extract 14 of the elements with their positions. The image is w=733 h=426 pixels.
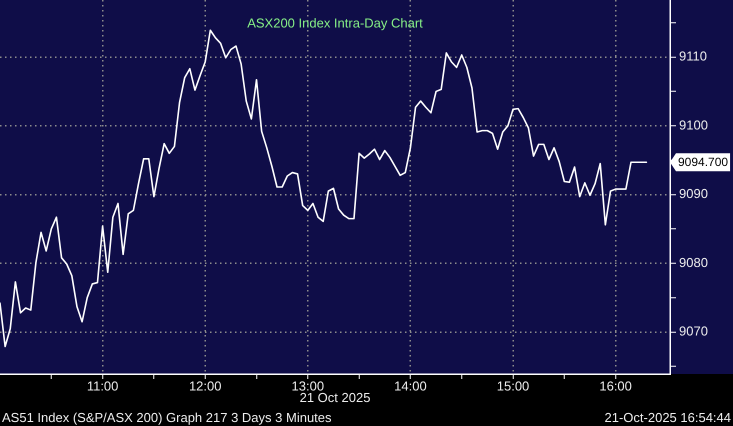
x-tick-label: 11:00 [86,378,118,394]
x-tick-label: 14:00 [394,378,427,394]
x-tick-label: 12:00 [188,378,222,394]
x-tick-label: 16:00 [599,378,632,394]
text: AS51 Index (S&P/ASX 200) Graph 217 3 Days 3 Minutes [2,410,332,425]
x-tick-label: 15:00 [496,378,530,394]
y-tick-label: 9080 [679,254,708,270]
text: 21-Oct-2025 16:54:44 [604,410,731,425]
y-tick-label: 9090 [679,186,708,202]
y-tick-label: 9070 [679,324,708,339]
y-tick-label: 9110 [679,48,707,64]
y-tick-label: 9100 [679,117,708,132]
annotation: 9094.700 [678,155,728,170]
text: ASX200 Index Intra-Day Chart [247,16,424,31]
